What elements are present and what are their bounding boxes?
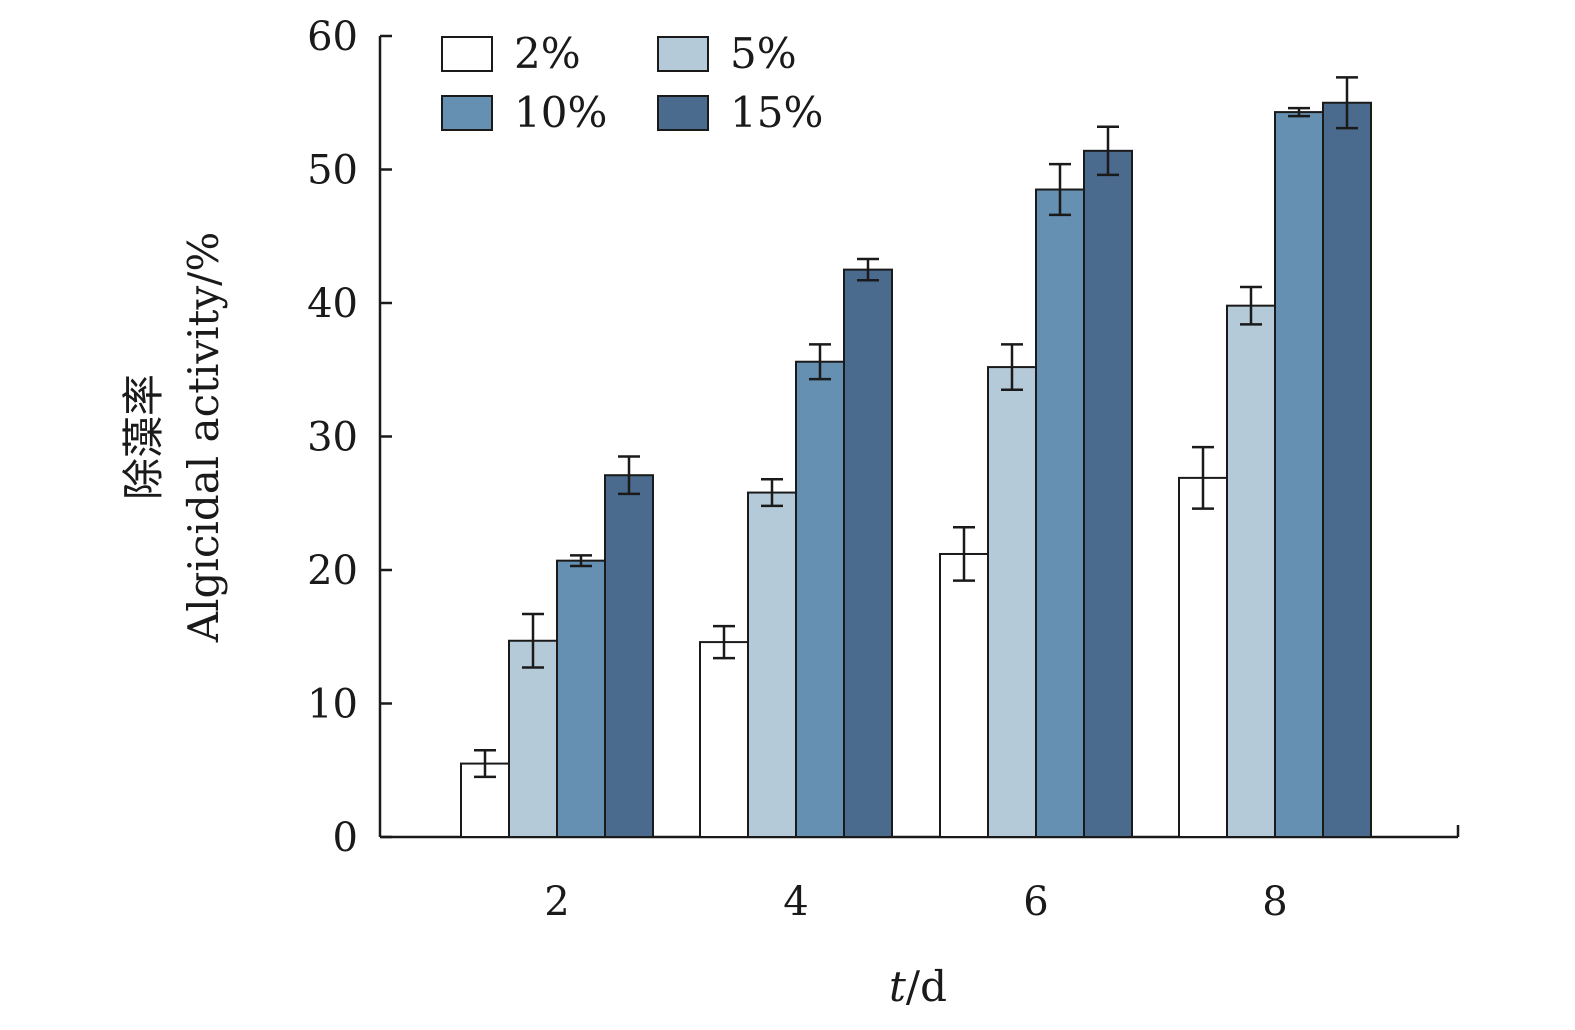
bar [1178,476,1228,838]
bar [1083,149,1133,838]
bar [843,268,893,838]
bar [1274,111,1324,839]
x-ticks: 2 4 6 8 [544,879,1287,925]
y-axis-title: 除藻率 Algicidal activity/% [119,232,228,643]
legend-swatch [657,36,709,72]
x-axis-title-unit: /d [906,962,947,1011]
x-axis-title: t/d [889,962,947,1011]
legend-label: 2% [514,29,581,78]
y-tick-label: 10 [307,682,358,728]
bar [747,491,797,838]
x-tick-label: 8 [1262,879,1287,925]
y-tick-label: 60 [307,14,358,60]
y-axis-title-en: Algicidal activity/% [179,232,228,643]
legend: 2% 5% 10% 15% [441,29,823,137]
bar [1322,101,1372,838]
y-tick-label: 50 [307,148,358,194]
bar [604,474,654,838]
x-tick-label: 6 [1023,879,1048,925]
y-ticks: 0 10 20 30 40 50 60 [307,14,392,861]
legend-label: 10% [514,88,607,137]
legend-swatch [441,36,493,72]
legend-swatch [657,95,709,131]
x-tick-label: 2 [544,879,569,925]
bars [460,101,1372,839]
legend-swatch [441,95,493,131]
bar [795,360,845,838]
x-axis-title-variable: t [889,962,906,1011]
y-tick-label: 40 [307,281,358,327]
bar [699,641,749,839]
bar [1035,188,1085,838]
bar [939,552,989,838]
legend-label: 15% [730,88,823,137]
y-tick-label: 30 [307,415,358,461]
y-tick-label: 20 [307,548,358,594]
bar [508,639,558,838]
bar [556,559,606,839]
bar [987,366,1037,838]
error-bars [474,76,1358,779]
y-axis-title-cn: 除藻率 [119,374,168,500]
bar [1226,304,1276,839]
legend-label: 5% [730,29,797,78]
x-tick-label: 4 [783,879,808,925]
y-tick-label: 0 [333,815,358,861]
